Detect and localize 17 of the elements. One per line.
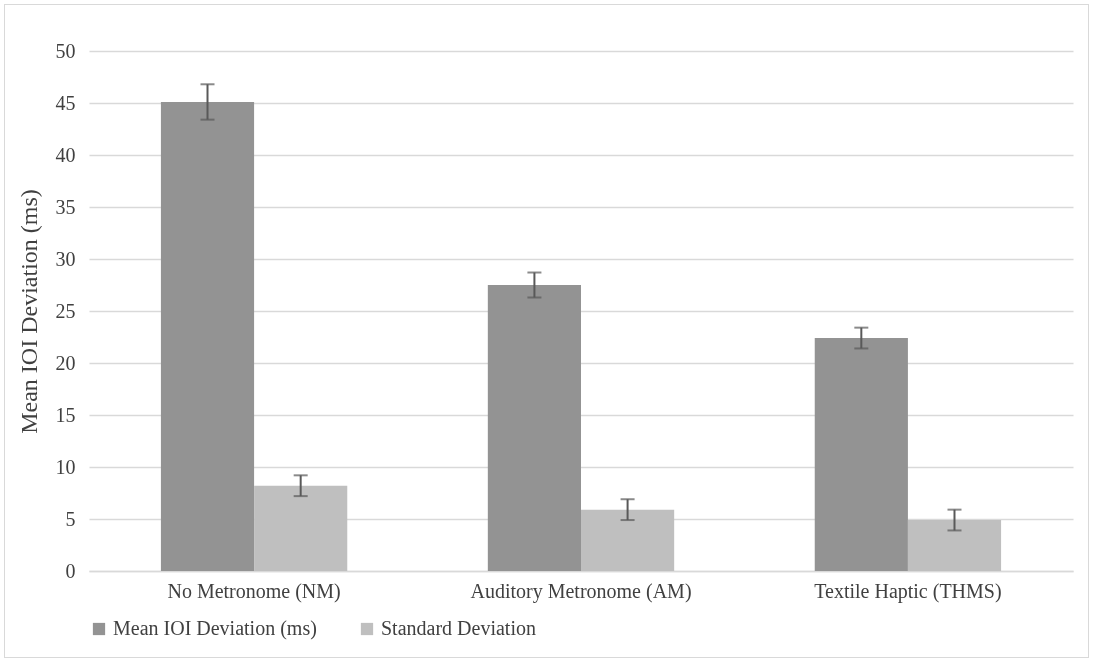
legend-label: Mean IOI Deviation (ms) xyxy=(113,617,317,640)
x-tick-label: Auditory Metronome (AM) xyxy=(470,579,692,603)
y-tick-label: 45 xyxy=(55,91,76,114)
y-tick-label: 40 xyxy=(55,143,76,166)
x-tick-label: No Metronome (NM) xyxy=(167,579,341,603)
y-axis-title: Mean IOI Deviation (ms) xyxy=(15,189,42,434)
x-tick-label: Textile Haptic (THMS) xyxy=(814,579,1002,603)
y-tick-label: 30 xyxy=(55,247,76,270)
y-tick-label: 0 xyxy=(65,559,76,582)
y-tick-label: 20 xyxy=(55,351,76,374)
y-tick-label: 50 xyxy=(55,39,76,62)
y-tick-label: 10 xyxy=(55,455,76,478)
y-tick-label: 35 xyxy=(55,195,76,218)
legend-label: Standard Deviation xyxy=(381,617,536,639)
y-tick-label: 5 xyxy=(65,507,76,530)
y-tick-label: 25 xyxy=(55,299,76,322)
y-tick-label: 15 xyxy=(55,403,76,426)
